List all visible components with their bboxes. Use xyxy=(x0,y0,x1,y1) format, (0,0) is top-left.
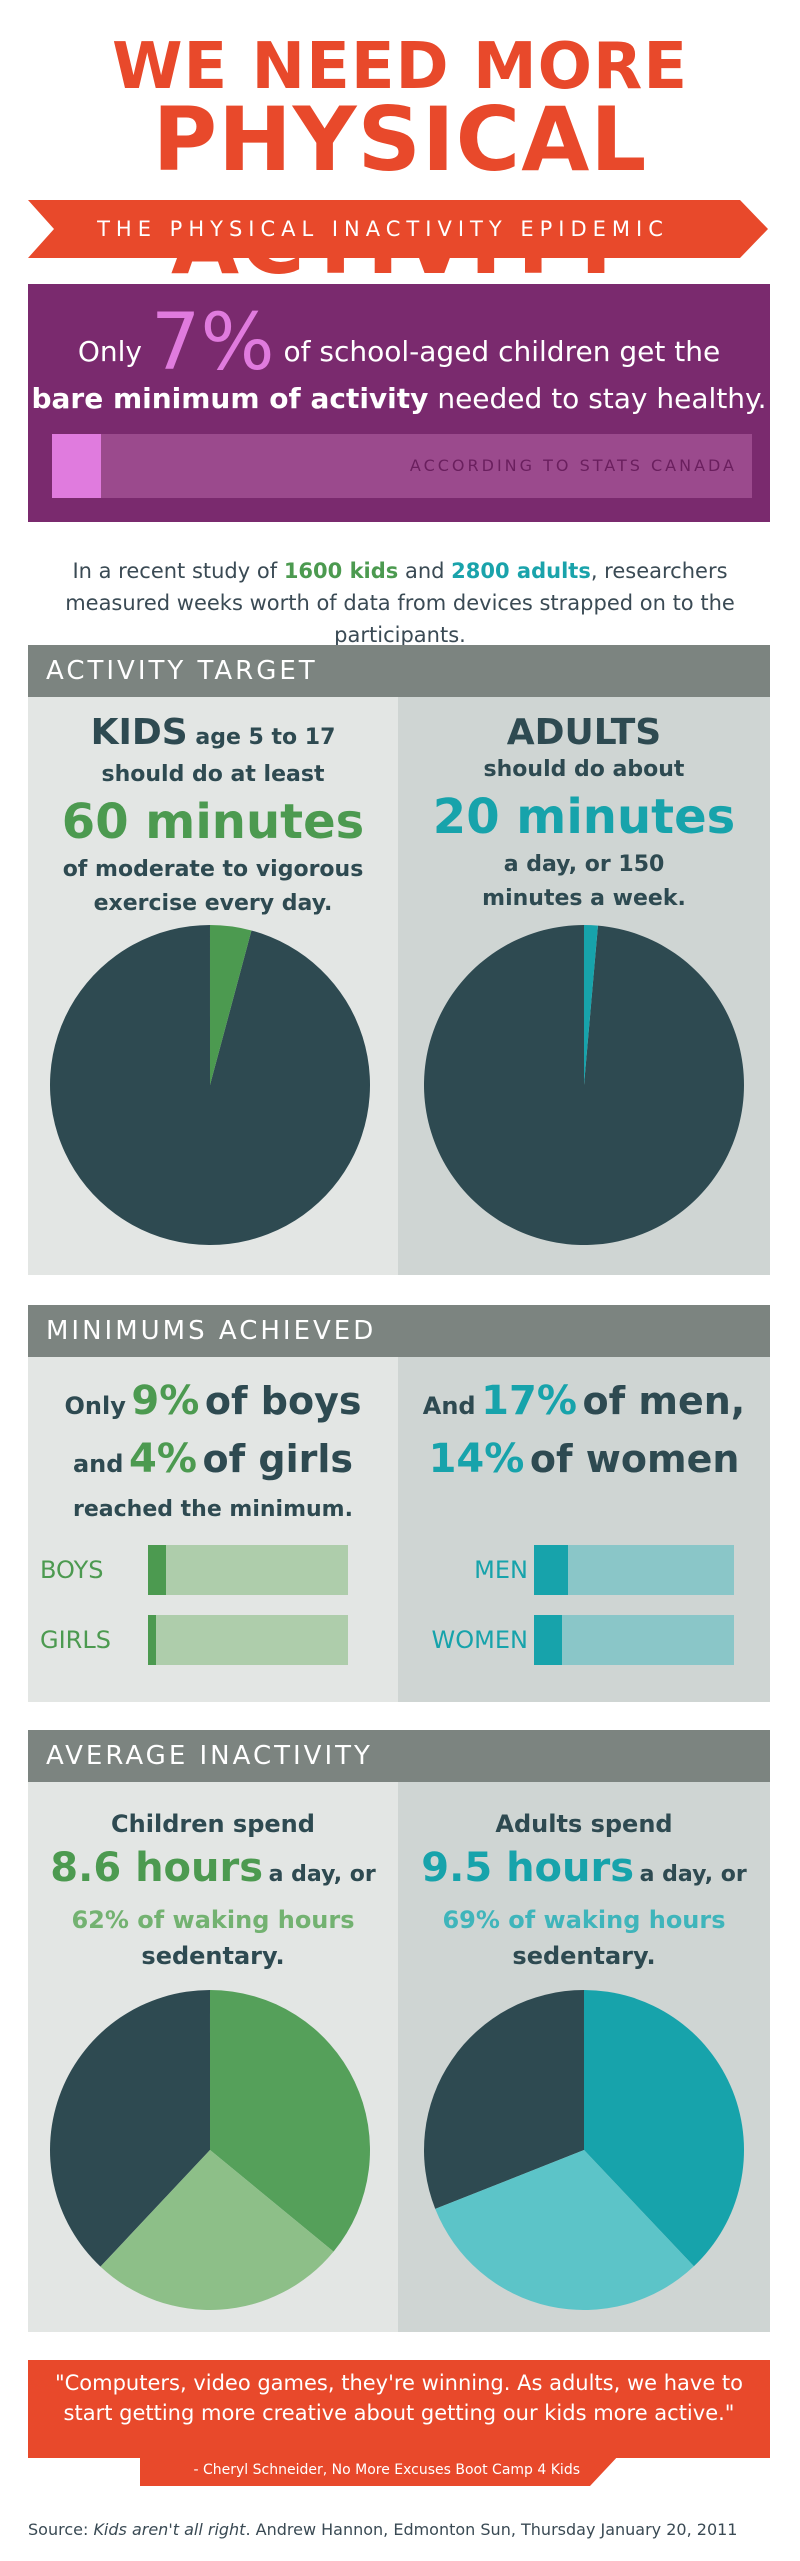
min-of-men: of men, xyxy=(582,1379,746,1423)
min-only: Only xyxy=(64,1392,126,1420)
section-header-activity xyxy=(28,645,770,697)
bar-track-boys xyxy=(148,1545,348,1595)
children-pie-sedentary xyxy=(210,1990,370,2252)
stat-percent: 7% xyxy=(150,298,275,388)
min-boys-pct: 9% xyxy=(131,1378,200,1424)
bar-label-boys: BOYS xyxy=(40,1556,104,1584)
min-and: and xyxy=(72,1450,124,1478)
intro-post: , researchers measured weeks worth of da… xyxy=(65,559,735,647)
stat-bar-fill xyxy=(52,434,101,498)
children-inactivity-pie xyxy=(50,1990,370,2310)
adults-target-text: ADULTS should do about 20 minutes a day,… xyxy=(398,712,770,916)
bar-fill-women xyxy=(534,1615,562,1665)
stat-source: ACCORDING TO STATS CANADA xyxy=(409,456,737,475)
adults-inactivity-pie xyxy=(424,1990,744,2310)
children-aday: a day, or xyxy=(268,1862,376,1887)
banner-text: THE PHYSICAL INACTIVITY EPIDEMIC xyxy=(97,217,669,241)
adults-hours: 9.5 hours xyxy=(421,1845,635,1891)
kids-minimums-text: Only 9% of boys and 4% of girls reached … xyxy=(28,1376,398,1528)
bar-fill-boys xyxy=(148,1545,166,1595)
stat-bar-track xyxy=(52,434,752,498)
kids-label: KIDS xyxy=(90,712,188,753)
min-of-boys: of boys xyxy=(204,1379,362,1423)
quote-author: - Cheryl Schneider, No More Excuses Boot… xyxy=(193,2462,581,2478)
bar-track-women xyxy=(534,1615,734,1665)
intro-text: In a recent study of 1600 kids and 2800 … xyxy=(20,555,780,651)
children-line1: Children spend xyxy=(111,1810,315,1838)
kids-hero: 60 minutes xyxy=(61,794,365,850)
adults-aday: a day, or xyxy=(639,1862,747,1887)
section-title-minimums: MINIMUMS ACHIEVED xyxy=(46,1316,377,1346)
section-title-inactivity: AVERAGE INACTIVITY xyxy=(46,1741,373,1771)
min-girls-pct: 4% xyxy=(129,1436,197,1482)
kids-target-text: KIDS age 5 to 17 should do at least 60 m… xyxy=(28,712,398,921)
title-line-2: PHYSICAL ACTIVITY xyxy=(152,88,648,294)
stat-only: Only xyxy=(77,335,142,368)
source-rest: . Andrew Hannon, Edmonton Sun, Thursday … xyxy=(245,2520,738,2539)
adults-label: ADULTS xyxy=(506,712,662,753)
quote-text: "Computers, video games, they're winning… xyxy=(54,2371,744,2425)
adults-inactivity-text: Adults spend 9.5 hours a day, or 69% of … xyxy=(398,1806,770,1974)
min-reached: reached the minimum. xyxy=(73,1497,353,1522)
source-label: Source: xyxy=(28,2520,89,2539)
adults-line3: a day, or 150 xyxy=(503,852,665,877)
source-line: Source: Kids aren't all right. Andrew Ha… xyxy=(28,2520,788,2539)
children-inactivity-text: Children spend 8.6 hours a day, or 62% o… xyxy=(28,1806,398,1974)
children-pie-sedentary-light xyxy=(100,2150,334,2310)
intro-and: and xyxy=(404,559,445,583)
quote-author-ribbon xyxy=(140,2454,620,2486)
bar-label-girls: GIRLS xyxy=(40,1626,111,1654)
min-men-pct: 17% xyxy=(481,1378,577,1424)
adults-waking: 69% of waking hours xyxy=(442,1906,726,1934)
kids-line3: of moderate to vigorous xyxy=(62,857,364,882)
bar-label-women: WOMEN xyxy=(431,1626,528,1654)
children-sedentary: sedentary. xyxy=(141,1942,285,1970)
min-of-women: of women xyxy=(529,1437,740,1481)
bar-label-men: MEN xyxy=(474,1556,528,1584)
kids-line4: exercise every day. xyxy=(93,891,333,916)
section-header-inactivity xyxy=(28,1730,770,1782)
section-title-activity: ACTIVITY TARGET xyxy=(46,656,318,686)
adults-pie-active xyxy=(424,1990,584,2209)
adults-sedentary: sedentary. xyxy=(512,1942,656,1970)
min-adults-and: And xyxy=(422,1392,476,1420)
stat-bold: bare minimum of activity xyxy=(31,382,429,415)
intro-kids: 1600 kids xyxy=(283,559,399,583)
adults-pie-slice xyxy=(584,925,598,1085)
adults-pie-sedentary xyxy=(584,1990,744,2267)
kids-age: age 5 to 17 xyxy=(195,725,336,750)
adults-line4: minutes a week. xyxy=(482,886,686,911)
banner-ribbon xyxy=(28,200,768,258)
section-header-minimums xyxy=(28,1305,770,1357)
stat-line-2-rest: needed to stay healthy. xyxy=(437,382,767,415)
adults-hero: 20 minutes xyxy=(432,789,736,845)
children-waking: 62% of waking hours xyxy=(71,1906,355,1934)
children-pie-active xyxy=(50,1990,210,2267)
adults-target-pie xyxy=(424,925,744,1245)
stat-line-1: Only 7% of school-aged children get the xyxy=(28,298,770,388)
stat-line-1-rest: of school-aged children get the xyxy=(283,335,721,368)
kids-line2: should do at least xyxy=(101,762,325,787)
kids-target-pie xyxy=(50,925,370,1245)
intro-adults: 2800 adults xyxy=(451,559,591,583)
intro-pre: In a recent study of xyxy=(72,559,278,583)
adults-line2: should do about xyxy=(483,757,685,782)
children-hours: 8.6 hours xyxy=(50,1845,264,1891)
title-line-1: WE NEED MORE xyxy=(111,30,689,104)
kids-pie-slice xyxy=(210,925,252,1085)
adults-minimums-text: And 17% of men, 14% of women xyxy=(398,1376,770,1492)
min-of-girls: of girls xyxy=(202,1437,354,1481)
min-women-pct: 14% xyxy=(428,1436,525,1482)
adults-pie-sedentary-light xyxy=(435,2150,694,2310)
quote-box xyxy=(28,2360,770,2458)
bar-track-girls xyxy=(148,1615,348,1665)
adults-line1: Adults spend xyxy=(495,1810,673,1838)
bar-fill-men xyxy=(534,1545,568,1595)
bar-fill-girls xyxy=(148,1615,156,1665)
stat-line-2: bare minimum of activity needed to stay … xyxy=(28,382,770,415)
source-title: Kids aren't all right xyxy=(93,2520,246,2539)
